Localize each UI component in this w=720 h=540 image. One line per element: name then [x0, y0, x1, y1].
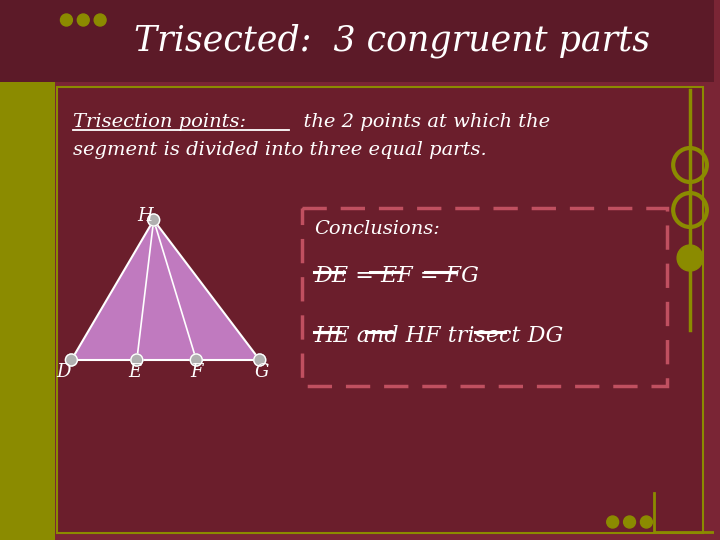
- Circle shape: [624, 516, 636, 528]
- Bar: [0, 0, 714, 82]
- Circle shape: [254, 354, 266, 366]
- Circle shape: [60, 14, 73, 26]
- Circle shape: [77, 14, 89, 26]
- Circle shape: [66, 354, 77, 366]
- Text: H: H: [137, 207, 153, 225]
- Bar: [0, 0, 55, 540]
- Text: G: G: [255, 363, 269, 381]
- Text: Trisection points:: Trisection points:: [73, 113, 246, 131]
- Circle shape: [607, 516, 618, 528]
- Circle shape: [94, 14, 106, 26]
- Circle shape: [641, 516, 652, 528]
- Text: segment is divided into three equal parts.: segment is divided into three equal part…: [73, 141, 487, 159]
- Circle shape: [677, 245, 703, 271]
- Polygon shape: [71, 220, 260, 360]
- Circle shape: [190, 354, 202, 366]
- Text: DE = EF = FG: DE = EF = FG: [314, 265, 479, 287]
- Text: F: F: [190, 363, 202, 381]
- Bar: [302, 208, 667, 386]
- Text: E: E: [128, 363, 141, 381]
- Text: the 2 points at which the: the 2 points at which the: [292, 113, 551, 131]
- Text: Conclusions:: Conclusions:: [314, 220, 440, 238]
- Circle shape: [131, 354, 143, 366]
- Bar: [56, 87, 703, 533]
- Text: HE and HF trisect DG: HE and HF trisect DG: [314, 325, 564, 347]
- Text: Trisected:  3 congruent parts: Trisected: 3 congruent parts: [133, 24, 649, 58]
- Text: D: D: [56, 363, 71, 381]
- Circle shape: [148, 214, 160, 226]
